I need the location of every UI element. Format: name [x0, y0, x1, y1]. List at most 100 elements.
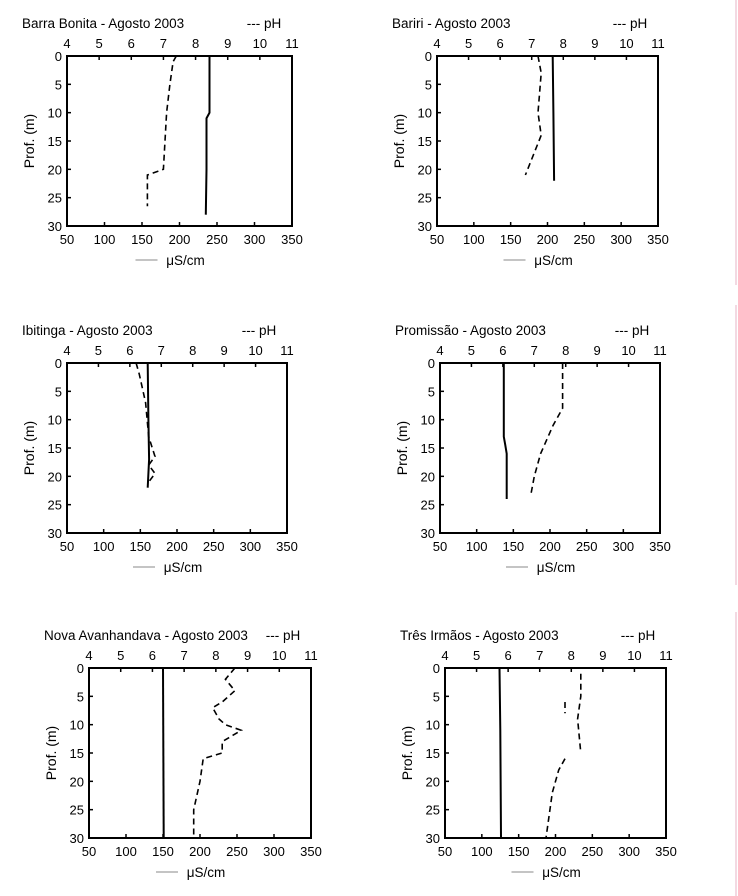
- conductivity-line: [498, 667, 502, 839]
- bottom-axis-label: μS/cm: [537, 560, 576, 575]
- top-tick-label: 7: [160, 36, 167, 51]
- y-tick-label: 15: [70, 746, 84, 761]
- ph-legend: --- pH: [615, 323, 650, 338]
- y-tick-label: 15: [426, 746, 440, 761]
- y-tick-label: 20: [421, 469, 435, 484]
- ph-line: [524, 55, 543, 176]
- top-tick-label: 4: [436, 343, 443, 358]
- y-tick-label: 5: [55, 384, 62, 399]
- top-tick-label: 11: [651, 36, 665, 51]
- bottom-tick-label: 250: [576, 539, 598, 554]
- top-tick-label: 9: [591, 36, 598, 51]
- bottom-tick-label: 250: [226, 844, 248, 859]
- bottom-tick-label: 50: [60, 539, 74, 554]
- top-tick-label: 9: [599, 648, 606, 663]
- panel-3: Ibitinga - Agosto 2003 --- pH 0 5 10 15 20 25 30…: [21, 323, 298, 575]
- top-tick-label: 10: [253, 36, 267, 51]
- bottom-tick-label: 300: [239, 539, 261, 554]
- top-tick-label: 11: [659, 648, 673, 663]
- top-tick-label: 4: [63, 343, 70, 358]
- ph-legend: --- pH: [247, 16, 282, 31]
- top-tick-label: 11: [285, 36, 299, 51]
- y-tick-label: 5: [428, 384, 435, 399]
- top-tick-label: 10: [627, 648, 641, 663]
- plot-frame: [436, 55, 659, 227]
- top-tick-label: 11: [280, 343, 294, 358]
- y-tick-label: 5: [55, 77, 62, 92]
- top-tick-label: 6: [126, 343, 133, 358]
- ph-legend: --- pH: [621, 628, 656, 643]
- y-tick-label: 25: [48, 191, 62, 206]
- page-edge-mark-top: [735, 0, 737, 285]
- y-tick-label: 25: [426, 803, 440, 818]
- y-tick-label: 10: [48, 413, 62, 428]
- bottom-tick-label: 200: [539, 539, 561, 554]
- top-tick-label: 7: [181, 648, 188, 663]
- conductivity-line: [502, 363, 508, 499]
- bottom-axis-label: μS/cm: [534, 253, 573, 268]
- top-tick-label: 9: [594, 343, 601, 358]
- bottom-tick-label: 150: [131, 232, 153, 247]
- plot-frame: [66, 55, 293, 227]
- conductivity-line: [146, 362, 151, 488]
- panel-title: Nova Avanhandava - Agosto 2003: [44, 628, 248, 643]
- bottom-tick-label: 350: [281, 232, 303, 247]
- page-edge-mark-middle: [735, 305, 737, 585]
- top-tick-label: 7: [158, 343, 165, 358]
- bottom-tick-label: 200: [169, 232, 191, 247]
- bottom-tick-label: 250: [573, 232, 595, 247]
- bottom-tick-label: 350: [655, 844, 677, 859]
- y-tick-label: 20: [418, 162, 432, 177]
- panel-title: Promissão - Agosto 2003: [395, 323, 546, 338]
- top-tick-label: 4: [433, 36, 440, 51]
- ph-line: [192, 667, 244, 838]
- ph-legend: --- pH: [242, 323, 277, 338]
- bottom-tick-label: 50: [82, 844, 96, 859]
- bottom-tick-label: 150: [500, 232, 522, 247]
- ph-legend: --- pH: [266, 628, 301, 643]
- y-tick-label: 0: [428, 356, 435, 371]
- y-axis-label: Prof. (m): [21, 421, 37, 475]
- bottom-tick-label: 50: [438, 844, 452, 859]
- bottom-tick-label: 100: [93, 539, 115, 554]
- y-tick-label: 15: [48, 134, 62, 149]
- top-tick-label: 9: [244, 648, 251, 663]
- y-tick-label: 5: [425, 77, 432, 92]
- y-axis-label: Prof. (m): [399, 726, 415, 780]
- top-tick-label: 5: [96, 36, 103, 51]
- conductivity-line: [162, 667, 165, 839]
- bottom-tick-label: 350: [300, 844, 322, 859]
- top-tick-label: 8: [189, 343, 196, 358]
- plot-frame: [88, 667, 312, 839]
- bottom-tick-label: 250: [206, 232, 228, 247]
- y-tick-label: 10: [418, 106, 432, 121]
- top-tick-label: 9: [224, 36, 231, 51]
- top-tick-label: 10: [272, 648, 286, 663]
- bottom-axis-label: μS/cm: [166, 253, 205, 268]
- bottom-tick-label: 200: [537, 232, 559, 247]
- bottom-tick-label: 250: [581, 844, 603, 859]
- top-tick-label: 6: [497, 36, 504, 51]
- bottom-tick-label: 250: [203, 539, 225, 554]
- ph-line: [576, 673, 582, 754]
- bottom-tick-label: 150: [129, 539, 151, 554]
- ph-line: [545, 758, 566, 839]
- bottom-tick-label: 300: [244, 232, 266, 247]
- conductivity-line: [551, 55, 556, 181]
- top-tick-label: 5: [95, 343, 102, 358]
- bottom-tick-label: 200: [189, 844, 211, 859]
- y-tick-label: 0: [425, 49, 432, 64]
- top-tick-label: 5: [465, 36, 472, 51]
- panel-title: Ibitinga - Agosto 2003: [22, 323, 153, 338]
- top-tick-label: 8: [212, 648, 219, 663]
- bottom-tick-label: 100: [466, 539, 488, 554]
- bottom-tick-label: 100: [94, 232, 116, 247]
- top-tick-label: 5: [468, 343, 475, 358]
- plot-frame: [439, 362, 661, 534]
- y-tick-label: 15: [418, 134, 432, 149]
- panel-title: Bariri - Agosto 2003: [392, 16, 511, 31]
- bottom-tick-label: 50: [433, 539, 447, 554]
- top-tick-label: 10: [248, 343, 262, 358]
- top-tick-label: 4: [85, 648, 92, 663]
- y-tick-label: 30: [48, 219, 62, 234]
